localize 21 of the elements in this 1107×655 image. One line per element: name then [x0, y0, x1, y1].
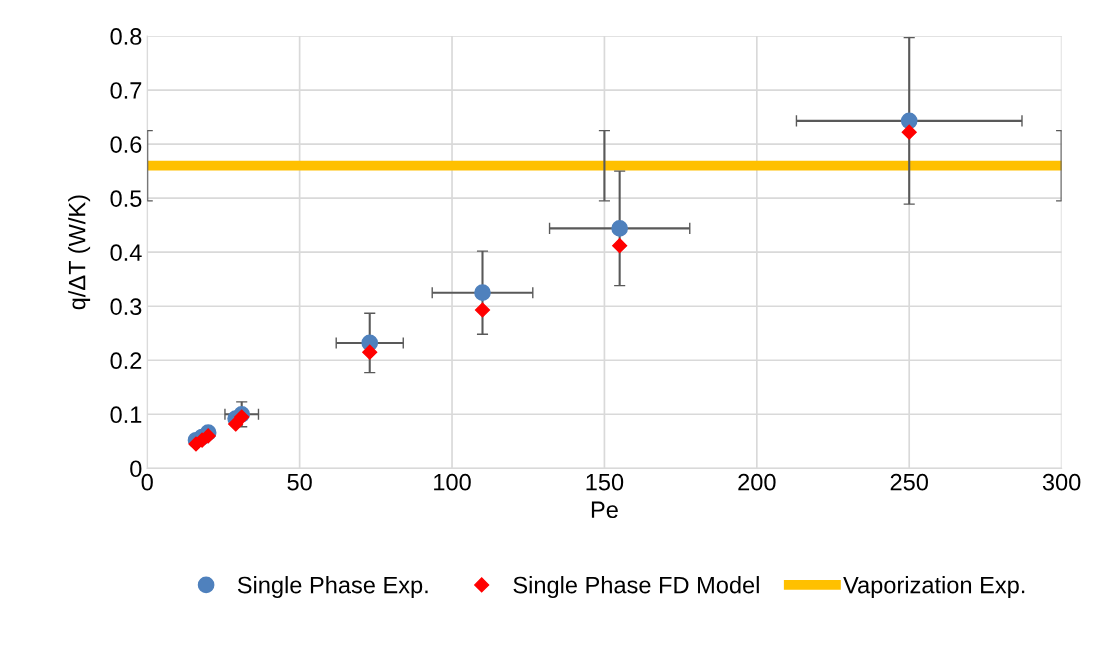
y-tick-label: 0.8 [110, 28, 142, 45]
legend-label: Single Phase Exp. [237, 576, 428, 599]
x-axis-title: Pe [591, 501, 618, 519]
y-tick-label: 0.2 [110, 352, 142, 370]
y-tick-label: 0.5 [110, 190, 142, 207]
x-tick-label: 150 [586, 473, 624, 491]
y-tick-label: 0.7 [110, 82, 142, 99]
y-tick-label: 0.1 [110, 406, 142, 424]
x-tick-label: 0 [141, 473, 153, 491]
y-tick-label: 0.4 [110, 244, 142, 261]
legend-label: Vaporization Exp. [843, 576, 1025, 599]
y-axis-title: q/ΔT (W/K) [68, 195, 91, 310]
x-tick-label: 200 [738, 473, 776, 491]
legend-label: Single Phase FD Model [513, 576, 759, 599]
y-tick-label: 0.6 [110, 136, 142, 153]
x-tick-label: 50 [287, 473, 312, 491]
y-tick-label: 0 [130, 460, 142, 478]
y-tick-label: 0.3 [110, 298, 142, 315]
x-tick-label: 250 [890, 473, 928, 491]
x-tick-label: 300 [1042, 473, 1081, 491]
x-tick-label: 100 [434, 473, 471, 491]
